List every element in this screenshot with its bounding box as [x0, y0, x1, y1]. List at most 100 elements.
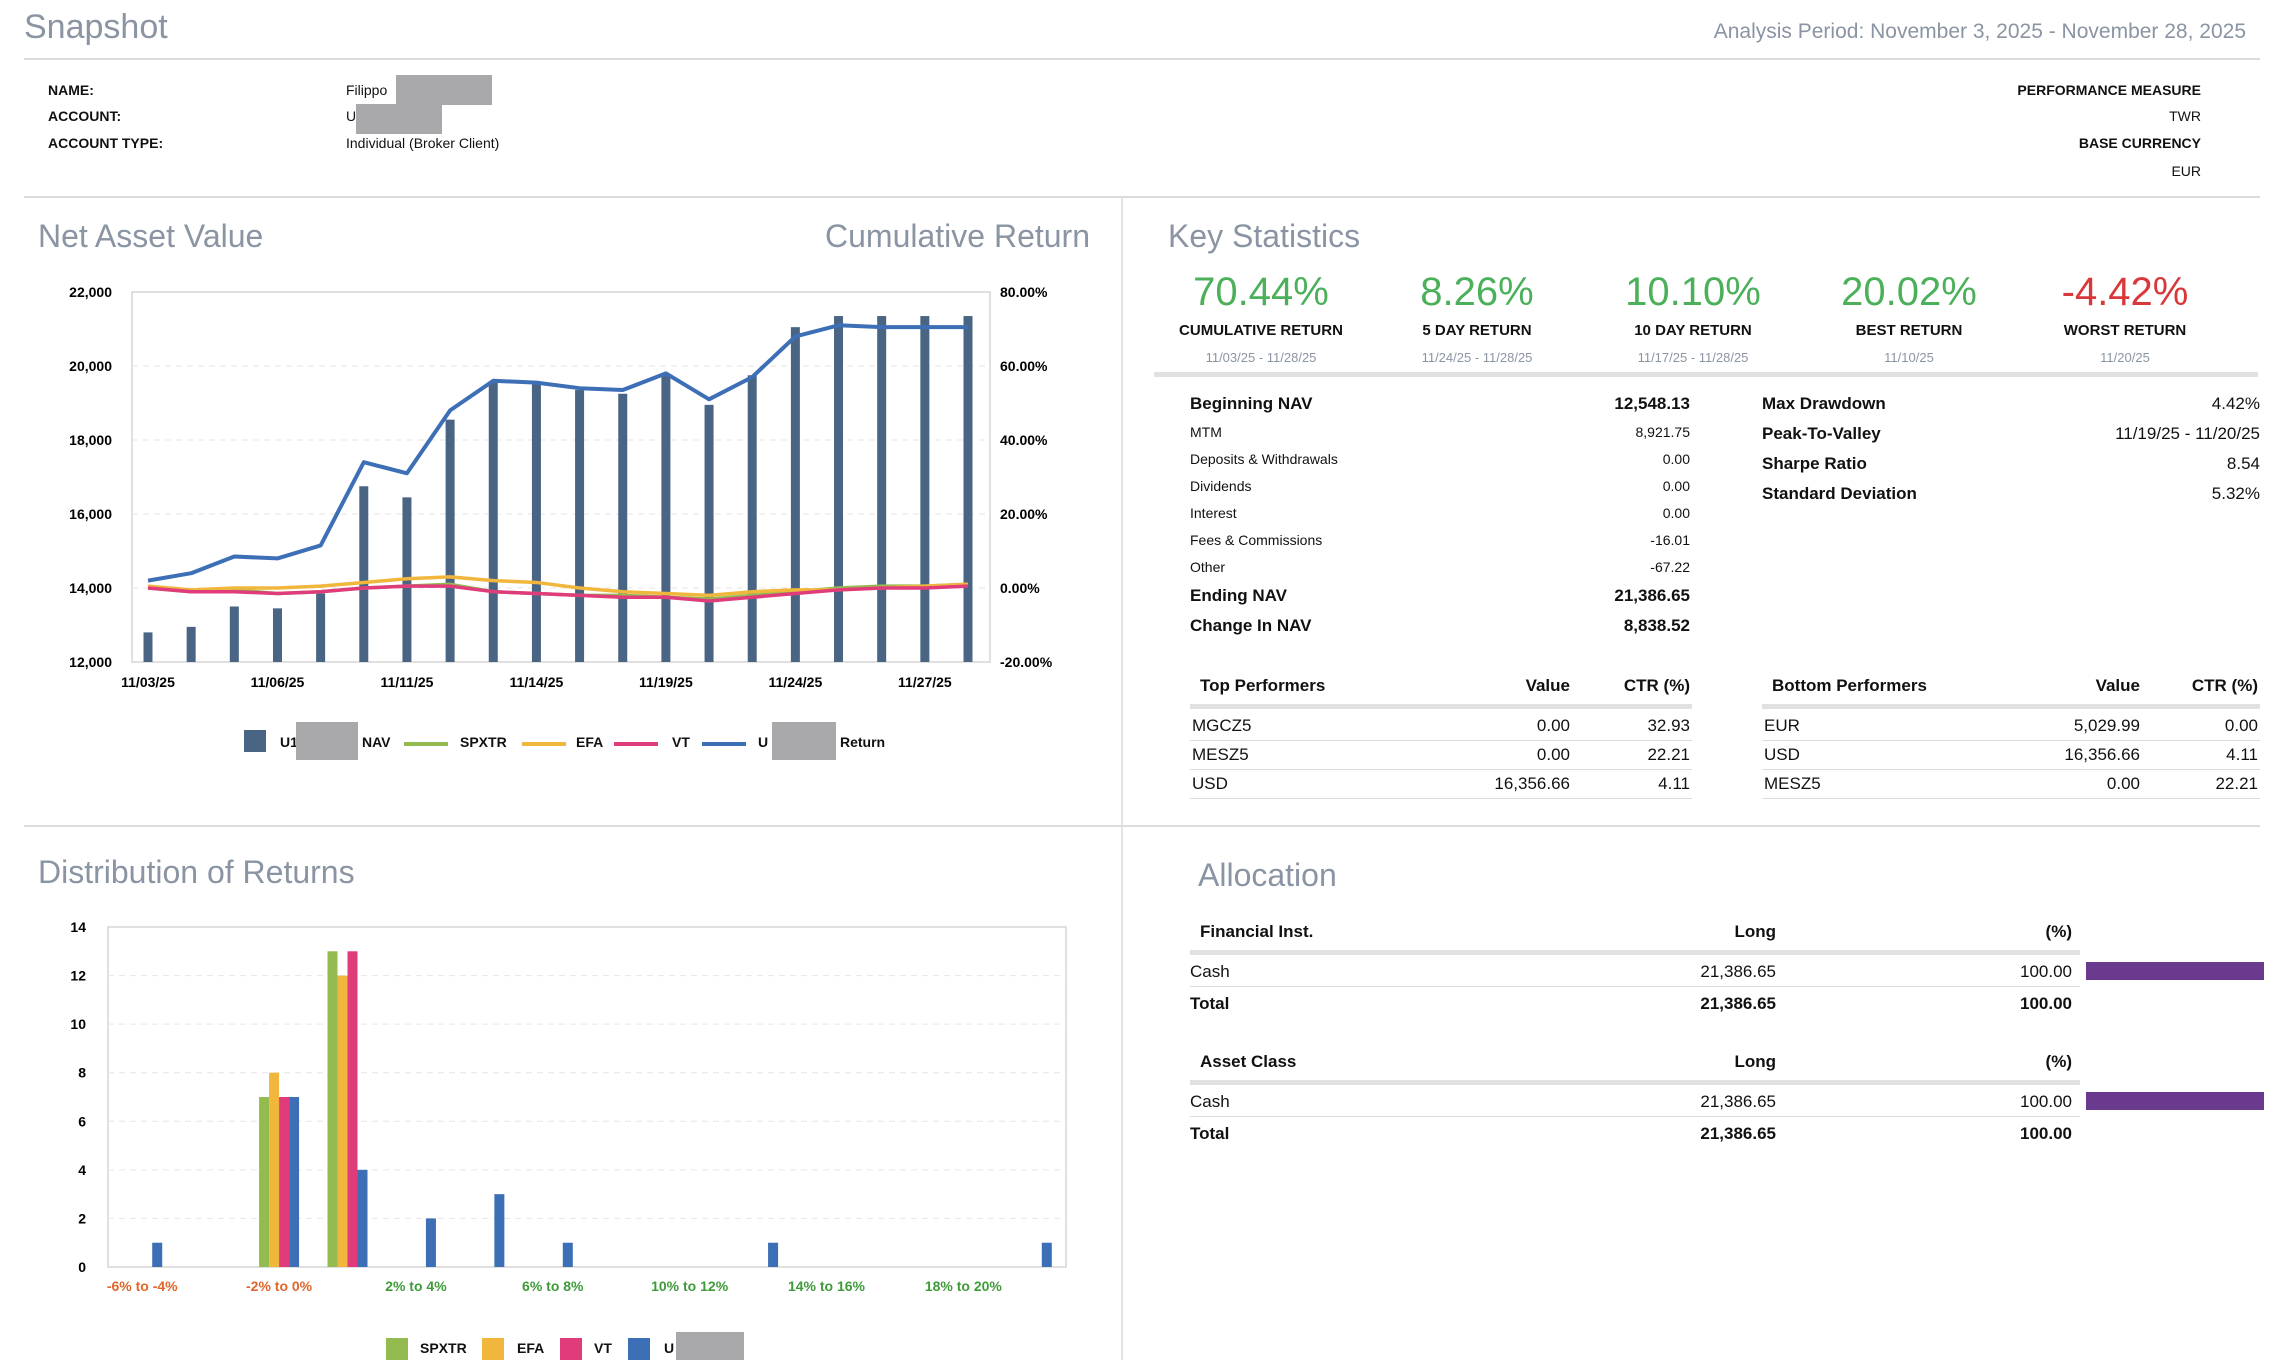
- fin-total-label: Total: [1190, 994, 1230, 1013]
- nav-row-label: Ending NAV: [1190, 586, 1287, 605]
- nav-section-title: Net Asset Value: [38, 218, 264, 254]
- y-tick-label: 18,000: [69, 432, 112, 448]
- divider: [1190, 950, 2080, 955]
- risk-row-label: Sharpe Ratio: [1762, 454, 1867, 473]
- fin-pct-bar: [2086, 962, 2264, 980]
- nav-bar: [186, 626, 196, 662]
- asset-header-long: Long: [1734, 1052, 1776, 1071]
- risk-row-label: Peak-To-Valley: [1762, 424, 1881, 443]
- y2-tick-label: 60.00%: [1000, 358, 1048, 374]
- y2-tick-label: 20.00%: [1000, 506, 1048, 522]
- x-tick-label: 11/06/25: [251, 674, 305, 690]
- legend-label-efa: EFA: [576, 734, 604, 750]
- account-type-label: ACCOUNT TYPE:: [48, 135, 164, 151]
- asset-pct-bar: [2086, 1092, 2264, 1110]
- legend-label-nav: NAV: [362, 734, 391, 750]
- stat-label: 10 DAY RETURN: [1634, 322, 1752, 339]
- dist-bar-u: [562, 1242, 573, 1267]
- legend-label-spxtr: SPXTR: [460, 734, 507, 750]
- row-divider: [1762, 740, 2260, 741]
- top-row-name: USD: [1192, 774, 1228, 793]
- row-divider: [1762, 769, 2260, 770]
- dist-bar-u: [425, 1218, 436, 1267]
- x-tick-label: -2% to 0%: [246, 1278, 313, 1294]
- top-row-name: MGCZ5: [1192, 716, 1252, 735]
- dist-bar-spxtr: [259, 1097, 270, 1267]
- nav-row-value: 0.00: [1662, 478, 1690, 494]
- y2-tick-label: -20.00%: [1000, 654, 1053, 670]
- dist-bar-u: [1041, 1242, 1052, 1267]
- risk-row-value: 11/19/25 - 11/20/25: [2115, 424, 2260, 443]
- redaction-box: [772, 722, 836, 760]
- legend-label-nav-prefix: U1: [280, 734, 298, 750]
- legend-swatch-nav: [244, 730, 266, 752]
- account-type-value: Individual (Broker Client): [346, 135, 500, 151]
- base-currency-label: BASE CURRENCY: [2078, 135, 2201, 151]
- y-tick-label: 16,000: [69, 506, 112, 522]
- key-statistics-title: Key Statistics: [1168, 218, 1361, 254]
- divider: [1762, 704, 2260, 709]
- top-row-value: 0.00: [1536, 745, 1570, 764]
- nav-bar: [661, 375, 671, 662]
- nav-row-value: -67.22: [1650, 559, 1690, 575]
- risk-row-label: Max Drawdown: [1762, 394, 1886, 413]
- nav-bar: [359, 486, 369, 662]
- nav-bar: [531, 384, 541, 662]
- y-tick-label: 14: [70, 919, 86, 935]
- asset-row-pct: 100.00: [2020, 1092, 2072, 1111]
- bottom-header-name: Bottom Performers: [1772, 676, 1927, 695]
- y-tick-label: 20,000: [69, 358, 112, 374]
- asset-total-long: 21,386.65: [1700, 1124, 1776, 1143]
- legend-swatch-account: [628, 1338, 650, 1360]
- dist-bar-efa: [337, 975, 348, 1267]
- fin-total-pct: 100.00: [2020, 994, 2072, 1013]
- bottom-row-name: MESZ5: [1764, 774, 1821, 793]
- account-value: U: [346, 108, 357, 124]
- nav-row-label: MTM: [1190, 424, 1222, 440]
- name-value: Filippo: [346, 82, 388, 98]
- fin-header-pct: (%): [2045, 922, 2072, 941]
- x-tick-label: 11/11/25: [380, 674, 433, 690]
- legend-swatch-vt: [614, 742, 658, 746]
- legend-label-efa: EFA: [517, 1340, 545, 1356]
- legend-swatch-spxtr: [404, 742, 448, 746]
- dist-bar-u: [768, 1242, 779, 1267]
- nav-bar: [704, 404, 714, 662]
- stat-dates: 11/20/25: [2100, 350, 2150, 365]
- risk-row-value: 8.54: [2226, 454, 2260, 473]
- allocation-title: Allocation: [1198, 857, 1337, 893]
- nav-row-label: Interest: [1190, 505, 1237, 521]
- row-divider: [1190, 769, 1692, 770]
- nav-row-label: Beginning NAV: [1190, 394, 1313, 413]
- y-tick-label: 12: [70, 968, 86, 984]
- cumulative-return-title: Cumulative Return: [825, 218, 1090, 254]
- stat-label: 5 DAY RETURN: [1422, 322, 1532, 339]
- stat-value: 20.02%: [1841, 270, 1977, 314]
- stat-dates: 11/24/25 - 11/28/25: [1421, 350, 1533, 365]
- top-row-value: 0.00: [1536, 716, 1570, 735]
- distribution-title: Distribution of Returns: [38, 854, 355, 890]
- x-tick-label: -6% to -4%: [107, 1278, 178, 1294]
- nav-bar: [834, 316, 844, 662]
- y-tick-label: 14,000: [69, 580, 112, 596]
- legend-swatch-return: [702, 742, 746, 746]
- name-label: NAME:: [48, 82, 94, 98]
- fin-header-long: Long: [1734, 922, 1776, 941]
- nav-bar: [790, 327, 800, 662]
- dist-bar-u: [494, 1194, 505, 1267]
- performance-measure-label: PERFORMANCE MEASURE: [2017, 82, 2201, 98]
- dist-bar-u: [289, 1097, 300, 1267]
- row-divider: [1190, 740, 1692, 741]
- nav-row-value: 8,838.52: [1623, 616, 1690, 635]
- series-line-return: [147, 323, 968, 583]
- stat-label: WORST RETURN: [2063, 322, 2187, 339]
- legend-label-vt: VT: [672, 734, 690, 750]
- bottom-row-name: USD: [1764, 745, 1800, 764]
- dist-bar-efa: [269, 1072, 280, 1267]
- panel-divider: [24, 825, 2260, 827]
- redaction-box: [356, 104, 442, 134]
- stat-value: -4.42%: [2061, 270, 2189, 314]
- nav-row-value: 0.00: [1662, 505, 1690, 521]
- legend-label-return: Return: [840, 734, 886, 750]
- asset-row-name: Cash: [1190, 1092, 1230, 1111]
